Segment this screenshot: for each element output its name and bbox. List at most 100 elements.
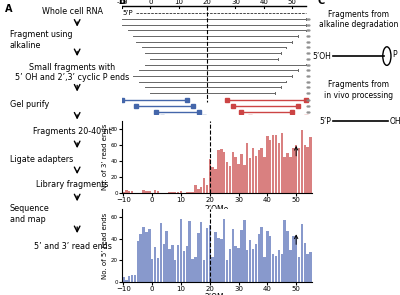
Bar <box>240 154 243 193</box>
Text: 5’P: 5’P <box>122 10 133 16</box>
Bar <box>128 191 130 193</box>
Bar <box>200 222 202 282</box>
Bar <box>220 240 222 282</box>
Bar <box>226 260 228 282</box>
Text: 5’ and 3’ read ends: 5’ and 3’ read ends <box>34 242 111 251</box>
Bar <box>128 276 130 282</box>
Y-axis label: No. of 5’ read ends: No. of 5’ read ends <box>102 212 108 279</box>
Bar <box>137 240 139 282</box>
Text: A: A <box>5 4 13 14</box>
Bar <box>223 219 226 282</box>
Bar <box>157 258 159 282</box>
Bar <box>258 234 260 282</box>
Bar <box>309 252 312 282</box>
Bar <box>306 147 309 193</box>
Bar <box>206 185 208 193</box>
Bar <box>289 157 292 193</box>
Bar <box>183 251 185 282</box>
Bar <box>174 260 176 282</box>
Bar <box>186 192 188 193</box>
Bar <box>151 259 154 282</box>
Bar <box>214 232 217 282</box>
Text: Ligate adapters: Ligate adapters <box>10 155 73 164</box>
X-axis label: 2’OMe: 2’OMe <box>205 293 229 295</box>
Bar <box>131 276 133 282</box>
Bar <box>269 237 272 282</box>
Bar <box>289 250 292 282</box>
Bar <box>263 158 266 193</box>
Bar <box>208 159 211 193</box>
Bar <box>260 227 263 282</box>
Bar <box>292 236 294 282</box>
Bar <box>191 192 194 193</box>
Bar <box>243 220 246 282</box>
Bar <box>286 231 289 282</box>
Bar <box>284 220 286 282</box>
Bar <box>263 257 266 282</box>
Bar <box>203 260 205 282</box>
Bar <box>188 192 191 193</box>
Bar <box>275 135 277 193</box>
Bar <box>145 232 148 282</box>
Text: Small fragments with
5’ OH and 2’,3’ cyclic P ends: Small fragments with 5’ OH and 2’,3’ cyc… <box>15 63 130 82</box>
Bar <box>246 143 248 193</box>
Bar <box>194 185 197 193</box>
Bar <box>180 219 182 282</box>
Bar <box>212 167 214 193</box>
Bar <box>197 233 200 282</box>
Text: 10: 10 <box>174 0 183 5</box>
Bar <box>269 140 272 193</box>
Bar <box>142 227 145 282</box>
Bar <box>301 130 303 193</box>
Text: 5’OH: 5’OH <box>312 52 331 60</box>
Text: 40: 40 <box>259 0 268 5</box>
Bar <box>234 246 237 282</box>
Bar <box>145 191 148 193</box>
Bar <box>272 135 274 193</box>
Bar <box>298 257 300 282</box>
Bar <box>229 250 231 282</box>
Bar <box>217 150 220 193</box>
Text: Fragments from
alkaline degradation: Fragments from alkaline degradation <box>319 10 399 29</box>
Bar <box>249 158 251 193</box>
Bar <box>206 228 208 282</box>
Text: 20: 20 <box>203 0 212 5</box>
Bar <box>278 250 280 282</box>
Bar <box>168 192 171 193</box>
Text: Fragments 20-40 nt: Fragments 20-40 nt <box>33 127 112 136</box>
Text: OH: OH <box>389 117 400 126</box>
Bar <box>214 169 217 193</box>
Bar <box>131 191 133 193</box>
Bar <box>203 178 205 193</box>
Bar <box>295 145 297 193</box>
Text: Whole cell RNA: Whole cell RNA <box>42 7 103 16</box>
Text: Gel purify: Gel purify <box>10 100 49 109</box>
Text: C: C <box>318 0 325 6</box>
Bar <box>232 152 234 193</box>
Bar <box>148 229 150 282</box>
Bar <box>180 191 182 193</box>
Bar <box>255 156 257 193</box>
Bar <box>122 192 125 193</box>
Bar <box>197 189 200 193</box>
Bar <box>208 225 211 282</box>
Bar <box>177 245 179 282</box>
Bar <box>188 220 191 282</box>
Bar <box>148 191 150 193</box>
Bar <box>304 145 306 193</box>
Bar <box>191 259 194 282</box>
Bar <box>157 191 159 193</box>
Bar <box>154 247 156 282</box>
Bar <box>309 137 312 193</box>
Text: B: B <box>118 0 125 6</box>
Bar <box>252 249 254 282</box>
Bar <box>237 248 240 282</box>
Bar <box>232 230 234 282</box>
Bar <box>240 230 243 282</box>
Y-axis label: No. of 3’ read ends: No. of 3’ read ends <box>102 124 108 190</box>
Bar <box>298 148 300 193</box>
Bar <box>301 224 303 282</box>
Bar <box>168 249 171 282</box>
Bar <box>249 240 251 282</box>
Bar <box>140 234 142 282</box>
